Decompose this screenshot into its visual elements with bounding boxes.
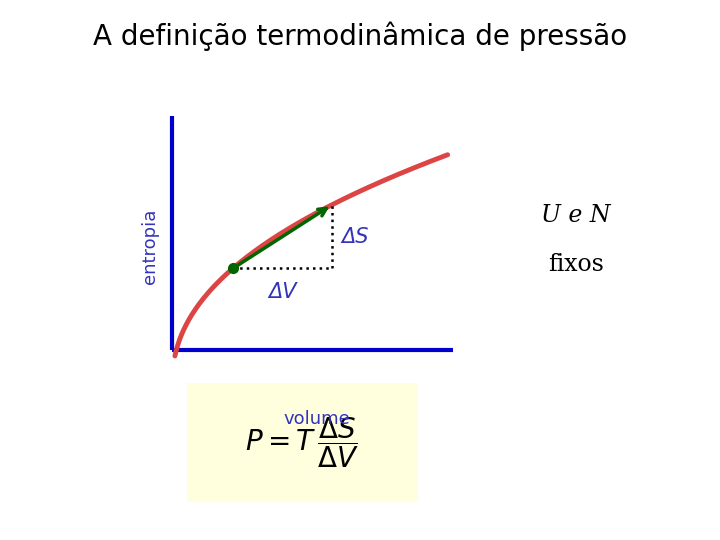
Text: ΔS: ΔS xyxy=(341,227,369,247)
Text: A definição termodinâmica de pressão: A definição termodinâmica de pressão xyxy=(93,22,627,51)
Text: U e N: U e N xyxy=(541,205,611,227)
Text: fixos: fixos xyxy=(548,253,604,276)
Text: $P = T\,\dfrac{\Delta S}{\Delta V}$: $P = T\,\dfrac{\Delta S}{\Delta V}$ xyxy=(246,415,359,470)
Text: volume: volume xyxy=(284,410,350,428)
Text: ΔV: ΔV xyxy=(268,282,297,302)
Text: entropia: entropia xyxy=(141,209,159,285)
